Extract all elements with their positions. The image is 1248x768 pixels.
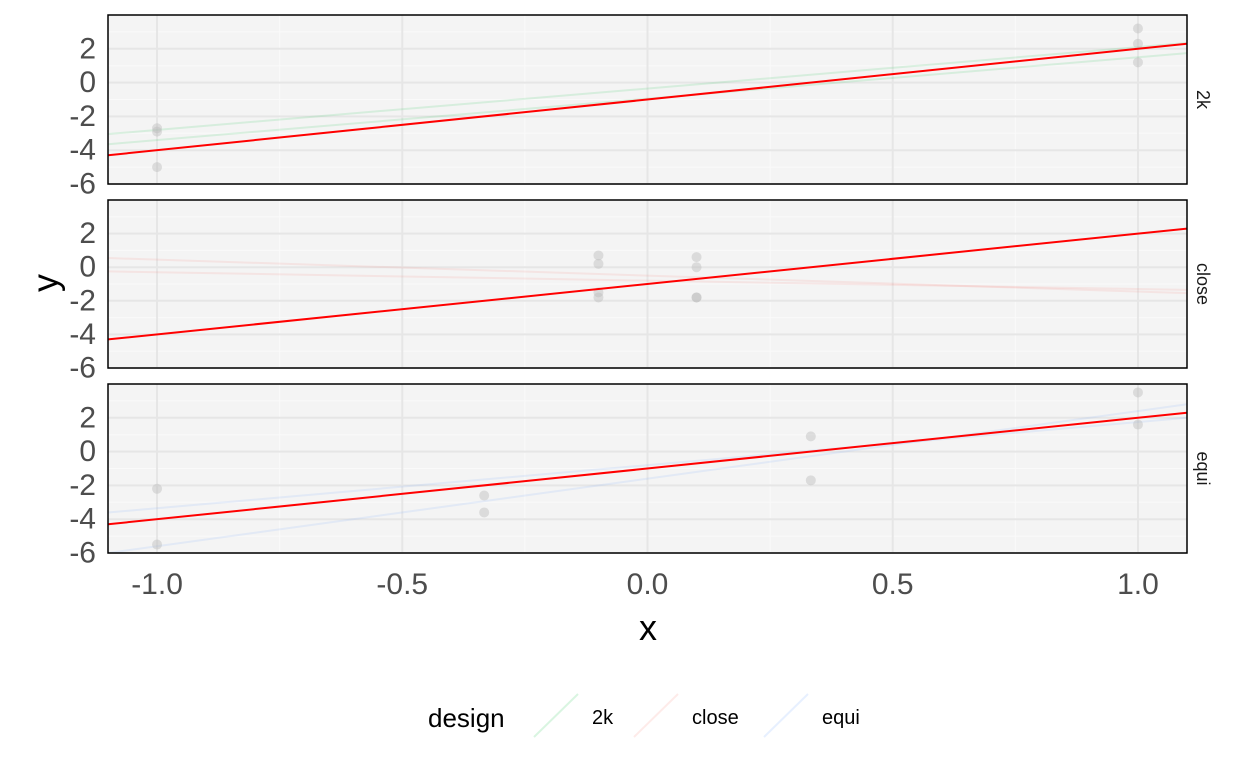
fitted-line <box>108 41 1187 136</box>
fitted-line <box>108 257 1187 295</box>
y-tick-label: 2 <box>79 401 96 434</box>
panel-content <box>108 387 1187 553</box>
y-tick-label: -2 <box>69 284 96 317</box>
y-tick-label: -6 <box>69 537 96 570</box>
true-line <box>108 227 1187 341</box>
y-tick-label: -4 <box>69 503 96 536</box>
y-tick-label: 0 <box>79 251 96 284</box>
panel-border <box>107 14 1188 185</box>
legend-item-close: close <box>633 693 739 738</box>
x-tick-label: -0.5 <box>376 568 428 601</box>
x-tick-label: 0.0 <box>627 568 669 601</box>
y-tick-label: -2 <box>69 469 96 502</box>
legend-key <box>533 693 579 738</box>
true-line <box>108 411 1187 526</box>
y-tick-label: -6 <box>69 168 96 201</box>
data-point <box>691 292 702 303</box>
data-point <box>691 262 702 273</box>
facet-panel-close: -6-4-202 close <box>69 199 1213 385</box>
facet-strip-label: 2k <box>1193 90 1213 110</box>
y-tick-label: -4 <box>69 134 96 167</box>
data-point <box>152 483 163 494</box>
data-point <box>593 258 604 269</box>
facet-strip-label: equi <box>1193 451 1213 485</box>
panel-border <box>107 199 1188 369</box>
y-tick-label: 2 <box>79 32 96 65</box>
data-point <box>593 250 604 261</box>
x-tick-label: 1.0 <box>1117 568 1159 601</box>
panel-content <box>108 23 1187 173</box>
fitted-line <box>108 416 1187 514</box>
y-tick-label: -2 <box>69 100 96 133</box>
y-tick-label: 2 <box>79 217 96 250</box>
legend-item-equi: equi <box>763 693 860 738</box>
legend-key <box>633 693 679 738</box>
legend-label: 2k <box>592 707 614 729</box>
x-tick-label: 0.5 <box>872 568 914 601</box>
facet-strip-label: close <box>1193 263 1213 305</box>
legend-item-2k: 2k <box>533 693 614 738</box>
legend-label: equi <box>822 707 860 729</box>
data-point <box>691 252 702 263</box>
y-tick-label: -6 <box>69 352 96 385</box>
data-point <box>1132 387 1143 398</box>
data-point <box>1132 57 1143 68</box>
fitted-line <box>108 270 1187 291</box>
data-point <box>479 490 490 501</box>
data-point <box>805 475 816 486</box>
data-point <box>593 292 604 303</box>
legend-key <box>763 693 809 738</box>
panel-border <box>107 383 1188 554</box>
true-line <box>108 42 1187 157</box>
data-point <box>1132 419 1143 430</box>
data-point <box>479 507 490 518</box>
legend: design 2k close equi <box>428 693 860 738</box>
data-point <box>691 292 702 303</box>
data-point <box>152 539 163 550</box>
data-point <box>152 162 163 173</box>
data-point <box>805 431 816 442</box>
x-tick-label: -1.0 <box>131 568 183 601</box>
facet-panel-equi: -6-4-202 equi <box>69 383 1213 570</box>
y-axis-title: y <box>25 274 66 292</box>
facet-panel-2k: -6-4-202 2k <box>69 14 1213 201</box>
legend-title: design <box>428 703 505 733</box>
y-tick-label: 0 <box>79 66 96 99</box>
legend-label: close <box>692 707 739 729</box>
data-point <box>152 126 163 137</box>
y-tick-label: 0 <box>79 435 96 468</box>
x-axis-title: x <box>639 607 657 648</box>
data-point <box>152 123 163 134</box>
data-point <box>1132 23 1143 34</box>
data-point <box>1132 38 1143 49</box>
fitted-line <box>108 403 1187 553</box>
panel-content <box>108 227 1187 341</box>
x-axis: -1.0 -0.5 0.0 0.5 1.0 <box>131 568 1159 601</box>
y-tick-label: -4 <box>69 318 96 351</box>
